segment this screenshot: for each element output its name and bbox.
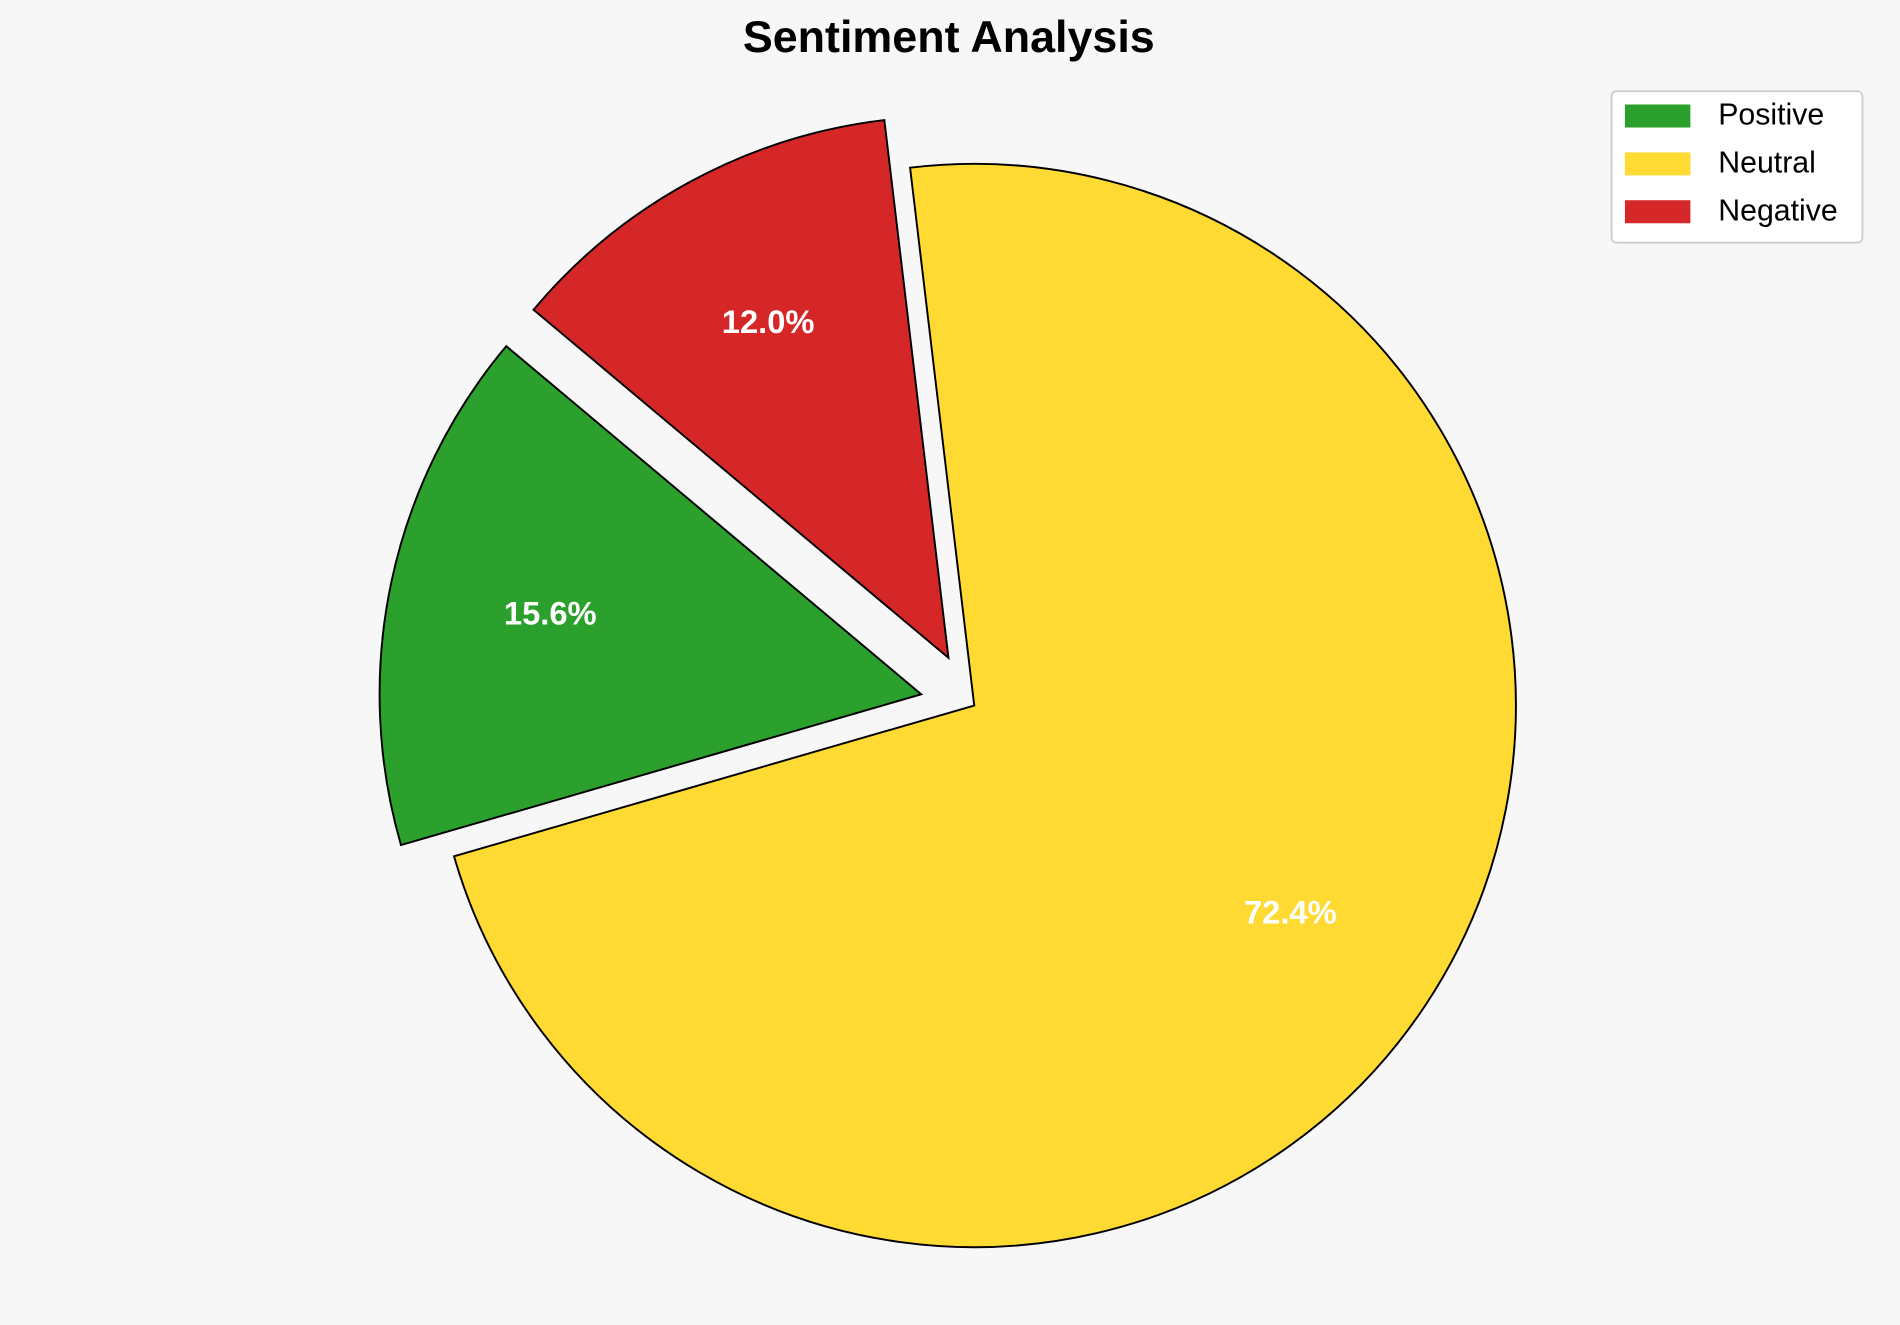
data-label: 12.0% <box>722 303 815 340</box>
pie-wedge <box>378 344 924 847</box>
data-label: 72.4% <box>1244 894 1337 931</box>
legend-swatch <box>1624 104 1691 128</box>
legend-swatch <box>1624 152 1691 176</box>
legend-label: Neutral <box>1718 146 1816 179</box>
legend-swatch <box>1624 200 1691 224</box>
chart-title: Sentiment Analysis <box>743 11 1155 62</box>
legend: Positive Neutral Negative <box>1610 90 1864 244</box>
pie-wedge <box>532 118 950 661</box>
pie-wedge <box>452 162 1517 1249</box>
data-label: 15.6% <box>504 595 597 632</box>
legend-label: Positive <box>1718 99 1824 132</box>
legend-label: Negative <box>1718 194 1838 227</box>
